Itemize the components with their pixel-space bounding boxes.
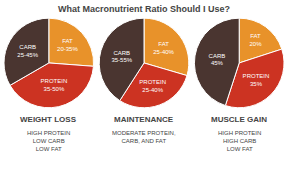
svg-text:MAINTENANCE: MAINTENANCE [114,115,174,124]
svg-text:PROTEIN35%: PROTEIN35% [243,73,270,87]
svg-text:CARB25-45%: CARB25-45% [17,44,38,58]
svg-text:MODERATE PROTEIN,CARB, AND FAT: MODERATE PROTEIN,CARB, AND FAT [112,130,176,144]
svg-text:FAT20%: FAT20% [249,33,262,47]
svg-text:HIGH PROTEINHIGH CARBLOW FAT: HIGH PROTEINHIGH CARBLOW FAT [218,130,261,152]
svg-text:CARB35-55%: CARB35-55% [111,50,132,64]
svg-text:FAT20-35%: FAT20-35% [57,38,78,52]
svg-text:PROTEIN35-50%: PROTEIN35-50% [41,78,68,92]
svg-text:HIGH PROTEINLOW CARBLOW FAT: HIGH PROTEINLOW CARBLOW FAT [27,130,70,152]
svg-text:What Macronutrient Ratio Shoul: What Macronutrient Ratio Should I Use? [58,4,230,14]
svg-text:FAT25-40%: FAT25-40% [153,41,174,55]
svg-text:CARB45%: CARB45% [209,53,226,67]
svg-text:PROTEIN25-40%: PROTEIN25-40% [139,79,166,93]
svg-text:MUSCLE GAIN: MUSCLE GAIN [211,115,267,124]
svg-text:WEIGHT LOSS: WEIGHT LOSS [20,115,77,124]
